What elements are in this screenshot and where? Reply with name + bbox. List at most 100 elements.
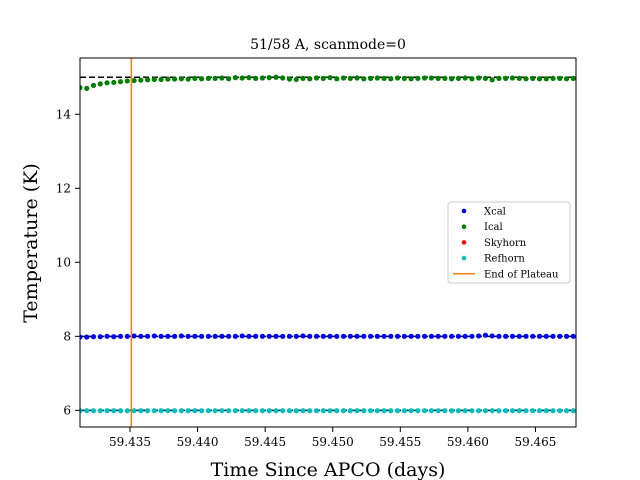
data-point xyxy=(401,333,407,339)
data-point xyxy=(523,408,529,414)
x-tick-label: 59.445 xyxy=(244,435,286,449)
legend-label: Xcal xyxy=(484,207,506,218)
data-point xyxy=(374,408,380,414)
data-point xyxy=(340,333,347,339)
series-refhorn xyxy=(80,408,576,414)
data-point xyxy=(117,333,124,339)
data-point xyxy=(449,76,455,82)
series-xcal xyxy=(80,332,576,340)
plot-content xyxy=(80,58,576,427)
data-point xyxy=(286,333,293,339)
data-point xyxy=(165,408,171,414)
data-point xyxy=(151,333,157,339)
data-point xyxy=(144,333,151,339)
data-point xyxy=(550,333,556,339)
data-point xyxy=(482,75,489,81)
data-point xyxy=(185,408,191,414)
data-point xyxy=(401,408,407,414)
data-point xyxy=(185,333,191,339)
data-point xyxy=(172,333,178,339)
data-point xyxy=(374,75,380,81)
data-point xyxy=(104,408,110,414)
x-tick-label: 59.455 xyxy=(379,435,421,449)
data-point xyxy=(449,408,455,414)
data-point xyxy=(435,333,441,339)
data-point xyxy=(307,408,313,414)
data-point xyxy=(138,408,144,414)
data-point xyxy=(530,333,536,339)
data-point xyxy=(523,333,529,339)
data-point xyxy=(80,408,83,414)
data-point xyxy=(205,333,211,339)
data-point xyxy=(246,333,252,339)
data-point xyxy=(469,76,475,82)
data-point xyxy=(570,333,576,339)
data-point xyxy=(300,75,306,81)
data-point xyxy=(408,76,414,82)
data-point xyxy=(543,333,549,339)
data-point xyxy=(172,408,178,414)
y-axis: 6 8 10 12 14 xyxy=(56,107,80,417)
data-point xyxy=(442,75,448,81)
data-point xyxy=(273,408,279,414)
y-tick-label: 8 xyxy=(63,329,71,343)
series-ical xyxy=(80,74,576,91)
legend-marker xyxy=(461,255,467,261)
data-point xyxy=(503,333,509,339)
data-point xyxy=(327,408,333,414)
data-point xyxy=(327,333,333,339)
data-point xyxy=(340,75,347,81)
x-tick-label: 59.460 xyxy=(447,435,489,449)
data-point xyxy=(469,408,475,414)
data-point xyxy=(90,408,97,414)
y-tick-label: 10 xyxy=(56,255,71,269)
data-point xyxy=(172,76,178,82)
data-point xyxy=(212,408,218,414)
data-point xyxy=(422,408,428,414)
data-point xyxy=(503,408,509,414)
data-point xyxy=(489,333,495,339)
data-point xyxy=(192,408,198,414)
data-point xyxy=(178,333,184,339)
data-point xyxy=(442,333,448,339)
data-point xyxy=(205,408,211,414)
data-point xyxy=(280,333,286,339)
chart-title: 51/58 A, scanmode=0 xyxy=(250,37,406,53)
legend-label: End of Plateau xyxy=(484,269,559,280)
data-point xyxy=(334,333,340,339)
data-point xyxy=(496,333,502,339)
data-point xyxy=(280,75,286,81)
data-point xyxy=(340,408,347,414)
data-point xyxy=(509,333,516,339)
data-point xyxy=(516,75,522,81)
data-point xyxy=(489,408,495,414)
data-point xyxy=(482,408,489,414)
data-point xyxy=(462,75,468,81)
plot-area xyxy=(79,57,577,428)
data-point xyxy=(489,77,495,83)
y-tick-label: 6 xyxy=(63,403,71,417)
x-axis-label: Time Since APCO (days) xyxy=(211,459,446,480)
data-point xyxy=(97,334,103,340)
data-point xyxy=(185,76,191,82)
data-point xyxy=(158,333,164,339)
data-point xyxy=(482,332,489,338)
data-point xyxy=(395,75,401,81)
data-point xyxy=(347,75,353,81)
legend-marker xyxy=(461,224,467,229)
data-point xyxy=(361,408,367,414)
data-point xyxy=(259,333,266,339)
data-point xyxy=(178,76,184,82)
x-axis: 59.435 59.440 59.445 59.450 59.455 59.460 59.4… xyxy=(109,427,556,449)
data-point xyxy=(266,408,272,414)
data-point xyxy=(347,333,353,339)
data-point xyxy=(219,75,225,81)
data-point xyxy=(239,408,245,414)
data-point xyxy=(199,76,205,82)
data-point xyxy=(395,333,401,339)
data-point xyxy=(293,76,299,83)
data-point xyxy=(313,408,320,414)
data-point xyxy=(320,408,326,414)
data-point xyxy=(428,408,434,414)
data-point xyxy=(354,408,360,414)
